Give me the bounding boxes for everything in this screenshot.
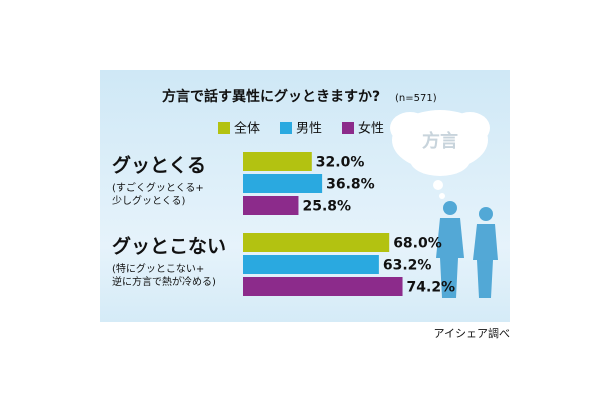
category-note: (特にグッとこない+ (112, 262, 204, 275)
value-label: 63.2% (383, 258, 432, 274)
bar (243, 174, 323, 193)
legend-swatch (218, 122, 230, 134)
category-note: (すごくグッとくる+ (112, 181, 204, 194)
silhouettes (436, 201, 498, 298)
bubble-text: 方言 (422, 130, 458, 152)
legend-label: 女性 (358, 121, 384, 137)
bar (243, 196, 299, 215)
legend-label: 男性 (296, 122, 322, 137)
value-label: 36.8% (326, 177, 375, 193)
category-label: グッとくる (112, 154, 206, 177)
bar (243, 152, 312, 171)
category-note: 少しグッとくる) (112, 194, 185, 207)
value-label: 32.0% (316, 155, 365, 171)
legend-label: 全体 (234, 121, 260, 137)
category-note: 逆に方言で熱が冷める) (112, 275, 216, 288)
bar (243, 233, 390, 252)
category-label: グッとこない (112, 235, 226, 258)
bar (243, 255, 379, 274)
legend-swatch (280, 122, 292, 134)
chart-subtitle: (n=571) (395, 93, 437, 104)
source: アイシェア調べ (434, 326, 510, 340)
thought-bubble (390, 110, 490, 199)
legend-swatch (342, 122, 354, 134)
value-label: 68.0% (393, 236, 442, 252)
value-label: 74.2% (407, 280, 456, 296)
chart-title: 方言で話す異性にグッときますか? (162, 88, 380, 105)
value-label: 25.8% (302, 199, 351, 215)
bar (243, 277, 403, 296)
